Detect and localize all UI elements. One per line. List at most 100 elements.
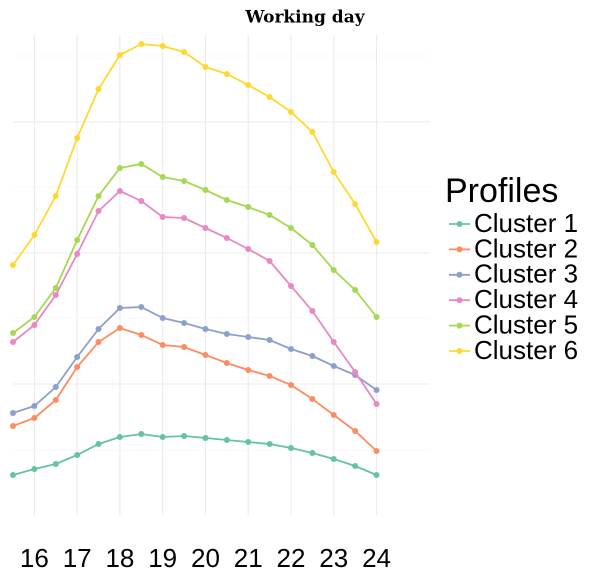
x-tick-label: 24 [362,543,391,573]
point [159,342,166,348]
point [159,214,166,220]
series-line [12,189,378,405]
point [202,187,209,193]
point [74,354,81,360]
point [138,431,145,437]
x-tick-label: 23 [319,543,348,573]
point [95,193,102,199]
point [10,330,16,336]
point [288,382,294,388]
x-tick-label: 18 [105,543,134,573]
point [159,434,166,440]
legend-key-dot [456,271,463,278]
point [138,41,145,47]
point [309,308,316,314]
point [373,448,380,454]
point [223,197,230,203]
point [10,339,16,345]
series-line [12,306,378,414]
legend-key-dot [456,221,463,227]
point [223,437,230,443]
point [266,373,273,379]
point [95,208,102,214]
series [10,161,380,336]
point [245,334,252,340]
point [31,415,38,421]
series [10,188,380,407]
point [288,346,294,352]
point [138,161,145,167]
point [52,384,59,390]
point [95,86,102,92]
legend-label: Cluster 6 [474,335,578,365]
point [31,466,38,472]
point [95,326,102,332]
point [245,82,252,88]
point [52,292,59,298]
x-tick-label: 22 [277,543,306,573]
x-tick-label: 21 [234,543,263,573]
x-tick-label: 16 [20,543,49,573]
point [10,472,16,478]
point [181,215,188,221]
legend-key-dot [456,297,463,304]
point [330,267,337,273]
point [266,212,273,218]
point [138,198,145,204]
point [116,165,123,171]
point [288,225,294,231]
x-tick-label: 17 [63,543,92,573]
point [181,49,188,55]
legend-label: Cluster 5 [474,309,578,339]
point [373,314,380,320]
legend-label: Cluster 1 [474,208,578,238]
point [309,242,316,248]
point [52,285,59,291]
series-line [12,43,378,266]
point [266,337,273,343]
point [330,456,337,462]
point [223,71,230,77]
point [288,109,294,115]
point [31,403,38,409]
point [245,204,252,210]
legend-key-dot [456,322,463,329]
point [31,314,38,320]
point [116,305,123,311]
legend-label: Cluster 2 [474,233,578,263]
point [138,332,145,338]
point [288,445,294,451]
series-line [12,433,377,476]
point [181,433,188,439]
legend-label: Cluster 3 [474,259,578,289]
point [202,435,209,441]
legend-key-dot [456,246,463,253]
point [74,452,81,458]
point [95,441,102,447]
point [330,339,337,345]
x-tick-label: 19 [148,543,177,573]
point [159,174,166,180]
point [74,237,81,243]
point [138,304,145,310]
point [159,315,166,321]
point [10,423,16,429]
legend-title: Profiles [445,172,558,210]
point [373,387,380,393]
point [245,439,252,445]
point [309,396,316,402]
point [52,461,59,467]
point [202,352,209,358]
point [352,287,359,293]
series [10,304,380,416]
point [266,94,273,100]
point [309,129,316,135]
chart-title: Working day [244,8,365,28]
point [373,401,380,407]
point [202,64,209,70]
point [116,52,123,58]
series [10,431,380,478]
point [245,367,252,373]
point [266,441,273,447]
point [330,412,337,418]
